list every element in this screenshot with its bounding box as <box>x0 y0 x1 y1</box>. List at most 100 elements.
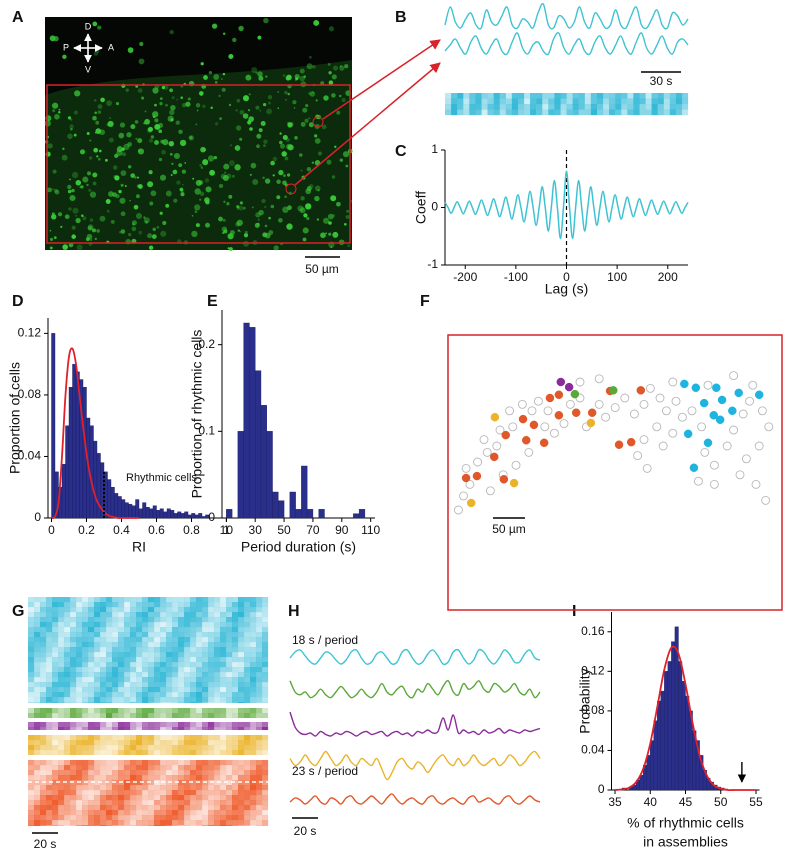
heatmap-cell <box>100 647 107 653</box>
cell-body <box>135 194 140 199</box>
cell-body <box>264 224 268 228</box>
heatmap-cell <box>202 597 209 603</box>
heatmap-cell <box>94 745 101 751</box>
heatmap-cell <box>118 722 125 728</box>
heatmap-cell <box>106 602 113 608</box>
heatmap-cell <box>118 647 125 653</box>
heat-cell <box>511 98 519 105</box>
heatmap-cell <box>88 692 95 698</box>
heatmap-cell <box>208 612 215 618</box>
heatmap-cell <box>70 800 77 806</box>
heatmap-cell <box>142 692 149 698</box>
cell-body <box>92 172 98 178</box>
heatmap-cell <box>214 677 221 683</box>
cell-body <box>118 230 122 234</box>
heatmap-cell <box>70 627 77 633</box>
cell-body <box>53 236 57 239</box>
heatmap-cell <box>226 667 233 673</box>
heatmap-cell <box>148 617 155 623</box>
cell-point <box>626 437 636 447</box>
cell-body <box>235 221 240 227</box>
heatmap-cell <box>172 607 179 613</box>
heatmap-cell <box>70 612 77 618</box>
heatmap-cell <box>238 740 245 746</box>
cell-body <box>154 103 157 107</box>
heatmap-cell <box>136 652 143 658</box>
heatmap-cell <box>94 800 101 806</box>
heat-cell <box>457 98 464 105</box>
heatmap-cell <box>172 785 179 791</box>
cell-body <box>95 128 102 134</box>
heatmap-cell <box>238 750 245 755</box>
cell-body <box>82 216 87 221</box>
heatmap-cell <box>214 825 221 826</box>
heatmap-cell <box>28 750 35 755</box>
heat-cell <box>481 93 488 99</box>
heatmap-cell <box>112 657 119 663</box>
heatmap-cell <box>82 697 89 703</box>
cell-point <box>501 430 511 440</box>
heatmap-cell <box>184 667 191 673</box>
heatmap-cell <box>76 617 83 623</box>
cell-body <box>194 210 198 214</box>
heatmap-cell <box>118 727 125 730</box>
heat-cell <box>511 109 519 116</box>
heatmap-cell <box>262 780 269 786</box>
heatmap-cell <box>160 815 167 821</box>
heatmap-cell <box>196 612 203 618</box>
orientation-label: V <box>85 64 91 74</box>
cell-body <box>47 143 53 149</box>
heatmap-cell <box>250 607 257 613</box>
heat-cell <box>639 104 646 110</box>
heatmap-cell <box>94 637 101 643</box>
y-tick-label: 0 <box>34 510 41 524</box>
heatmap-cell <box>94 810 101 816</box>
cell-body <box>76 244 83 251</box>
heatmap-cell <box>154 622 161 628</box>
cell-body <box>108 191 114 197</box>
heatmap-cell <box>172 722 179 728</box>
cell-body <box>259 109 262 112</box>
cell-point <box>728 406 737 416</box>
heatmap-cell <box>190 727 197 730</box>
heatmap-cell <box>214 727 221 730</box>
cell-point <box>587 408 597 417</box>
cell-body <box>95 120 100 125</box>
heatmap-cell <box>154 612 161 618</box>
cell-body <box>51 212 55 216</box>
x-tick-label: 90 <box>335 523 349 537</box>
heatmap-cell <box>226 722 233 728</box>
heatmap-cell <box>106 647 113 653</box>
heatmap-cell <box>100 760 107 766</box>
heatmap-cell <box>124 682 131 688</box>
heatmap-cell <box>106 682 113 688</box>
cell-body <box>339 158 343 162</box>
heatmap-cell <box>256 785 263 791</box>
heatmap-cell <box>118 597 125 603</box>
heatmap-cell <box>94 652 101 658</box>
heatmap-cell <box>94 607 101 613</box>
heatmap-cell <box>100 820 107 826</box>
heatmap-cell <box>160 652 167 658</box>
heatmap-cell <box>214 692 221 698</box>
cell-body <box>52 109 56 113</box>
cell-body <box>258 128 263 133</box>
heatmap-cell <box>154 642 161 648</box>
bar <box>114 493 119 519</box>
heatmap-cell <box>232 697 239 703</box>
heat-cell <box>548 93 555 99</box>
heat-cell <box>463 109 470 116</box>
heatmap-cell <box>220 735 227 741</box>
heatmap-cell <box>64 637 71 643</box>
heatmap-cell <box>262 825 269 826</box>
x-tick-label: 0.2 <box>78 523 95 537</box>
heat-cell <box>657 98 664 105</box>
heatmap-cell <box>184 775 191 781</box>
heatmap-cell <box>172 672 179 678</box>
heatmap-cell <box>76 810 83 816</box>
heatmap-cell <box>130 760 137 766</box>
cell-body <box>252 179 259 185</box>
heatmap-cell <box>166 652 173 658</box>
heatmap-cell <box>184 632 191 638</box>
